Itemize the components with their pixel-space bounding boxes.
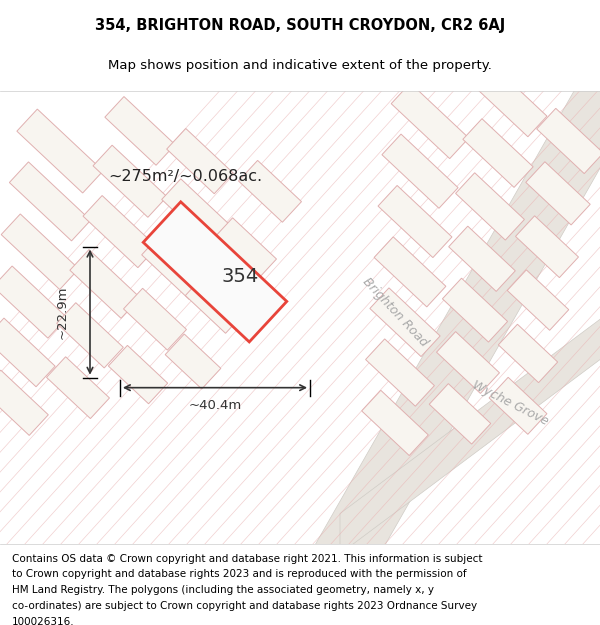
Polygon shape [165, 334, 221, 389]
Text: HM Land Registry. The polygons (including the associated geometry, namely x, y: HM Land Registry. The polygons (includin… [12, 585, 434, 595]
Text: ~22.9m: ~22.9m [56, 286, 68, 339]
Text: 100026316.: 100026316. [12, 617, 74, 625]
Polygon shape [499, 324, 557, 382]
Polygon shape [370, 288, 440, 357]
Polygon shape [214, 217, 277, 279]
Polygon shape [340, 282, 600, 554]
Polygon shape [70, 249, 140, 318]
Polygon shape [10, 162, 91, 241]
Polygon shape [378, 186, 452, 258]
Polygon shape [473, 64, 547, 137]
Polygon shape [515, 216, 578, 278]
Polygon shape [536, 108, 600, 174]
Polygon shape [109, 346, 167, 404]
Polygon shape [56, 302, 124, 368]
Text: ~275m²/~0.068ac.: ~275m²/~0.068ac. [108, 169, 262, 184]
Polygon shape [374, 237, 446, 307]
Polygon shape [0, 370, 49, 436]
Text: 354: 354 [221, 268, 259, 286]
Polygon shape [93, 145, 167, 217]
Text: co-ordinates) are subject to Crown copyright and database rights 2023 Ordnance S: co-ordinates) are subject to Crown copyr… [12, 601, 477, 611]
Polygon shape [455, 173, 524, 240]
Polygon shape [391, 83, 469, 159]
Polygon shape [526, 162, 590, 225]
Polygon shape [362, 390, 428, 456]
Polygon shape [142, 234, 208, 299]
Polygon shape [463, 119, 533, 188]
Polygon shape [83, 196, 157, 268]
Text: Brighton Road: Brighton Road [360, 275, 430, 349]
Polygon shape [437, 332, 499, 393]
Polygon shape [17, 109, 103, 193]
Polygon shape [185, 275, 245, 333]
Text: ~40.4m: ~40.4m [188, 399, 242, 412]
Polygon shape [310, 81, 600, 554]
Text: Map shows position and indicative extent of the property.: Map shows position and indicative extent… [108, 59, 492, 72]
Polygon shape [1, 214, 79, 289]
Polygon shape [382, 134, 458, 208]
Polygon shape [0, 318, 55, 387]
Text: to Crown copyright and database rights 2023 and is reproduced with the permissio: to Crown copyright and database rights 2… [12, 569, 467, 579]
Text: Wyche Grove: Wyche Grove [470, 378, 550, 428]
Polygon shape [167, 129, 233, 194]
Polygon shape [442, 278, 508, 342]
Polygon shape [449, 226, 515, 291]
Polygon shape [0, 266, 67, 338]
Text: Contains OS data © Crown copyright and database right 2021. This information is : Contains OS data © Crown copyright and d… [12, 554, 482, 564]
Polygon shape [143, 202, 287, 342]
Polygon shape [105, 96, 175, 165]
Polygon shape [429, 384, 491, 444]
Polygon shape [507, 270, 569, 330]
Polygon shape [47, 357, 109, 419]
Polygon shape [365, 339, 434, 406]
Polygon shape [124, 288, 187, 350]
Polygon shape [239, 161, 301, 222]
Polygon shape [161, 179, 229, 244]
Text: 354, BRIGHTON ROAD, SOUTH CROYDON, CR2 6AJ: 354, BRIGHTON ROAD, SOUTH CROYDON, CR2 6… [95, 18, 505, 33]
Polygon shape [489, 378, 547, 434]
